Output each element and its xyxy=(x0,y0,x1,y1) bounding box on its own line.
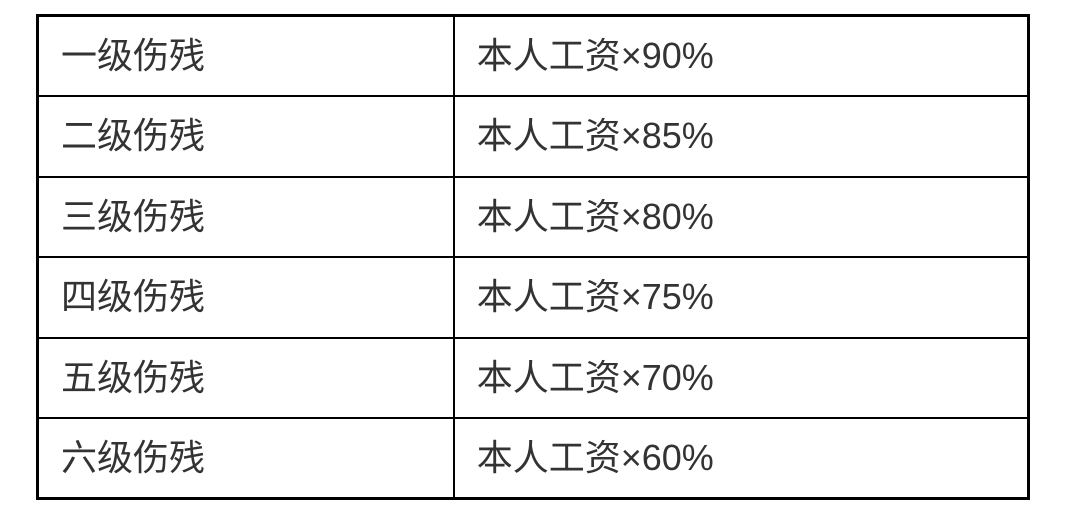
cell-level: 六级伤残 xyxy=(38,418,454,499)
table-row: 四级伤残 本人工资×75% xyxy=(38,257,1029,337)
cell-level: 二级伤残 xyxy=(38,96,454,176)
table-row: 五级伤残 本人工资×70% xyxy=(38,338,1029,418)
table: 一级伤残 本人工资×90% 二级伤残 本人工资×85% 三级伤残 本人工资×80… xyxy=(36,14,1030,500)
cell-formula: 本人工资×60% xyxy=(454,418,1029,499)
cell-level: 三级伤残 xyxy=(38,177,454,257)
cell-level: 一级伤残 xyxy=(38,16,454,97)
table-row: 一级伤残 本人工资×90% xyxy=(38,16,1029,97)
cell-level: 五级伤残 xyxy=(38,338,454,418)
cell-formula: 本人工资×70% xyxy=(454,338,1029,418)
cell-level: 四级伤残 xyxy=(38,257,454,337)
cell-formula: 本人工资×90% xyxy=(454,16,1029,97)
table-row: 六级伤残 本人工资×60% xyxy=(38,418,1029,499)
disability-compensation-table: 一级伤残 本人工资×90% 二级伤残 本人工资×85% 三级伤残 本人工资×80… xyxy=(36,14,1030,500)
table-row: 二级伤残 本人工资×85% xyxy=(38,96,1029,176)
table-body: 一级伤残 本人工资×90% 二级伤残 本人工资×85% 三级伤残 本人工资×80… xyxy=(38,16,1029,499)
cell-formula: 本人工资×85% xyxy=(454,96,1029,176)
table-row: 三级伤残 本人工资×80% xyxy=(38,177,1029,257)
cell-formula: 本人工资×80% xyxy=(454,177,1029,257)
cell-formula: 本人工资×75% xyxy=(454,257,1029,337)
